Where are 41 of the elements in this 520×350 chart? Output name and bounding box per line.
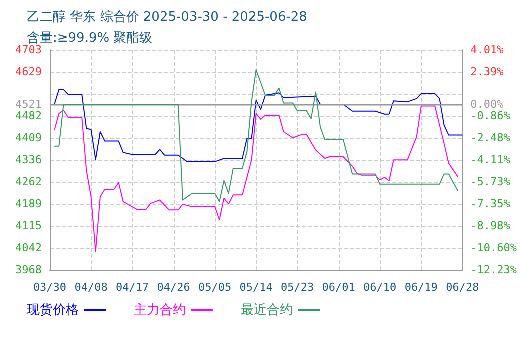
x-tick-label: 06/01 — [322, 281, 356, 294]
x-tick-label: 06/10 — [364, 281, 397, 294]
y2-tick-label: 2.39% — [470, 65, 504, 78]
legend-label: 主力合约 — [134, 302, 186, 318]
y2-tick-label: -10.60% — [470, 241, 518, 254]
x-tick-label: 06/28 — [446, 281, 480, 294]
y-tick-label: 4336 — [16, 153, 42, 166]
y-tick-label: 4189 — [16, 197, 42, 210]
line-series — [54, 70, 459, 202]
y2-tick-label: 0.00% — [470, 98, 504, 111]
y-tick-label: 4262 — [16, 176, 42, 188]
x-tick-label: 05/05 — [198, 281, 232, 294]
chart-title: 乙二醇 华东 综合价 2025-03-30 - 2025-06-28 — [27, 10, 308, 25]
y-tick-label: 4521 — [16, 98, 42, 111]
legend-label: 最近合约 — [241, 303, 293, 318]
x-tick-label: 04/08 — [74, 281, 108, 294]
y2-tick-label: -8.98% — [470, 219, 511, 232]
y-tick-label: 4629 — [16, 66, 42, 79]
y2-tick-label: -0.86% — [470, 109, 511, 122]
y2-tick-label: -7.35% — [470, 197, 511, 210]
y-tick-label: 4115 — [16, 220, 42, 232]
y-tick-label: 4042 — [16, 241, 42, 254]
y2-tick-label: -5.73% — [470, 175, 511, 188]
chart-subtitle: 含量:≥99.9% 聚酯级 — [27, 31, 153, 46]
line-series — [50, 89, 464, 162]
y-tick-label: 4409 — [16, 132, 42, 144]
x-tick-label: 05/23 — [281, 281, 314, 294]
x-tick-label: 04/26 — [157, 281, 190, 294]
x-tick-label: 06/19 — [404, 281, 438, 294]
x-tick-label: 03/30 — [33, 281, 67, 294]
y2-tick-label: 4.01% — [470, 44, 504, 56]
legend-label: 现货价格 — [27, 303, 79, 318]
x-tick-label: 04/17 — [116, 281, 150, 294]
y-tick-label: 4703 — [16, 44, 42, 56]
y2-tick-label: -2.48% — [470, 131, 511, 144]
y2-tick-label: -12.23% — [470, 264, 518, 276]
y-tick-label: 3968 — [16, 264, 42, 276]
x-tick-label: 05/14 — [240, 281, 274, 294]
y-tick-label: 4482 — [16, 110, 42, 123]
line-series — [54, 106, 459, 252]
y2-tick-label: -4.11% — [470, 154, 511, 166]
